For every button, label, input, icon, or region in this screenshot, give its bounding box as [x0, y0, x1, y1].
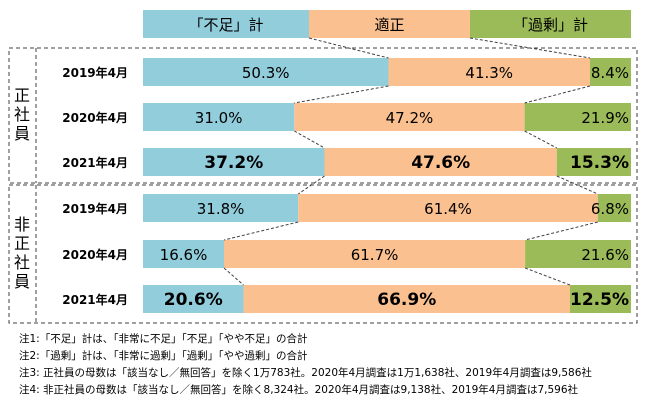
- row-label: 2020年4月: [62, 247, 128, 262]
- connector-line: [294, 85, 389, 104]
- legend-box-shortage: [143, 10, 309, 38]
- bar-segment-appropriate: [298, 194, 598, 222]
- row-label: 2021年4月: [62, 292, 128, 307]
- row-label: 2019年4月: [62, 201, 128, 216]
- connector-line: [297, 175, 325, 195]
- value-label-surplus: 8.4%: [591, 64, 629, 82]
- connector-line: [524, 267, 571, 286]
- connector-line: [308, 37, 389, 59]
- bar-segment-surplus: [597, 194, 631, 222]
- connector-line: [556, 175, 599, 195]
- bar-segment-surplus: [524, 103, 631, 131]
- value-label-appropriate: 66.9%: [377, 290, 436, 310]
- bar-segment-shortage: [143, 103, 295, 131]
- value-label-shortage: 50.3%: [242, 64, 290, 82]
- bar-segment-shortage: [143, 148, 325, 176]
- legend-label-surplus: 「過剰」計: [513, 16, 588, 34]
- bar-segment-shortage: [143, 194, 299, 222]
- value-label-shortage: 16.6%: [160, 246, 208, 264]
- group-label-char: 員: [14, 124, 30, 143]
- value-label-appropriate: 61.4%: [424, 200, 472, 218]
- value-label-surplus: 6.8%: [591, 200, 629, 218]
- footnote-1: 注1:「不足」計は、「非常に不足」「不足」「やや不足」の合計: [19, 333, 308, 345]
- bar-segment-shortage: [143, 58, 389, 86]
- connector-line: [469, 37, 591, 59]
- value-label-appropriate: 41.3%: [465, 64, 513, 82]
- footnote-2: 注2:「過剰」計は、「非常に過剰」「過剰」「やや過剰」の合計: [19, 350, 308, 362]
- group-frame-1: [8, 184, 638, 324]
- legend-label-shortage: 「不足」計: [188, 16, 263, 34]
- value-label-appropriate: 47.6%: [411, 153, 470, 173]
- group-frame-0: [8, 47, 638, 184]
- value-label-shortage: 20.6%: [164, 290, 223, 310]
- connector-line: [223, 221, 299, 241]
- bar-segment-surplus: [556, 148, 631, 176]
- value-label-surplus: 21.6%: [581, 246, 629, 264]
- connector-line: [223, 267, 244, 286]
- value-label-shortage: 31.0%: [195, 109, 243, 127]
- bar-segment-appropriate: [294, 103, 525, 131]
- bar-segment-surplus: [525, 240, 631, 268]
- group-label-char: 社: [14, 105, 30, 124]
- value-label-appropriate: 47.2%: [386, 109, 434, 127]
- bar-segment-appropriate: [243, 285, 570, 313]
- footnote-4: 注4: 非正社員の母数は「該当なし／無回答」を除く8,324社。2020年4月調…: [19, 384, 579, 396]
- legend-label-appropriate: 適正: [374, 16, 404, 34]
- value-label-surplus: 12.5%: [570, 290, 629, 310]
- footnote-3: 注3: 正社員の母数は「該当なし／無回答」を除く1万783社。2020年4月調査…: [19, 367, 592, 379]
- group-label-char: 員: [14, 272, 30, 291]
- value-label-surplus: 15.3%: [570, 153, 629, 173]
- value-label-shortage: 37.2%: [204, 153, 263, 173]
- bar-segment-shortage: [143, 240, 225, 268]
- value-label-surplus: 21.9%: [581, 109, 629, 127]
- value-label-shortage: 31.8%: [197, 200, 245, 218]
- connector-line: [294, 130, 325, 149]
- bar-segment-surplus: [590, 58, 631, 86]
- connector-line: [524, 85, 591, 104]
- group-label-char: 正: [14, 86, 30, 105]
- group-label-char: 社: [14, 253, 30, 272]
- bar-segment-shortage: [143, 285, 244, 313]
- row-label: 2021年4月: [62, 155, 128, 170]
- group-label-char: 非: [14, 215, 30, 234]
- legend-box-appropriate: [309, 10, 470, 38]
- bar-segment-appropriate: [224, 240, 526, 268]
- row-label: 2019年4月: [62, 65, 128, 80]
- footnotes: 注1:「不足」計は、「非常に不足」「不足」「やや不足」の合計 注2:「過剰」計は…: [19, 331, 649, 399]
- row-label: 2020年4月: [62, 110, 128, 125]
- connector-line: [524, 130, 558, 149]
- group-label-char: 正: [14, 234, 30, 253]
- bar-segment-appropriate: [324, 148, 557, 176]
- value-label-appropriate: 61.7%: [351, 246, 399, 264]
- connector-line: [524, 221, 598, 241]
- legend-box-surplus: [470, 10, 631, 38]
- bar-segment-appropriate: [388, 58, 591, 86]
- bar-segment-surplus: [570, 285, 631, 313]
